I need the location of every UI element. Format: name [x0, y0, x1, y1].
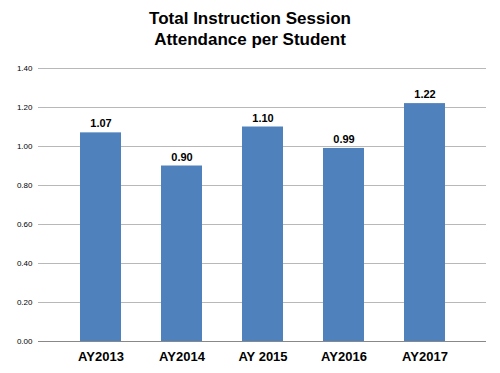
- svg-text:0.90: 0.90: [171, 151, 192, 163]
- svg-text:1.00: 1.00: [17, 142, 33, 151]
- svg-text:AY2016: AY2016: [321, 349, 367, 364]
- svg-text:0.60: 0.60: [17, 220, 33, 229]
- svg-text:0.40: 0.40: [17, 259, 33, 268]
- svg-text:0.80: 0.80: [17, 181, 33, 190]
- svg-text:AY2014: AY2014: [159, 349, 206, 364]
- html-text:Total Instruction Session Atte: Total Instruction Session Attendance per…: [149, 9, 351, 49]
- svg-text:AY 2015: AY 2015: [238, 349, 287, 364]
- svg-text:1.07: 1.07: [90, 117, 111, 129]
- svg-text:1.40: 1.40: [17, 64, 33, 73]
- svg-text:1.20: 1.20: [17, 103, 33, 112]
- svg-text:AY2013: AY2013: [78, 349, 124, 364]
- svg-text:0.99: 0.99: [333, 133, 354, 145]
- svg-text:AY2017: AY2017: [402, 349, 448, 364]
- svg-text:0.00: 0.00: [17, 337, 33, 346]
- svg-text:1.22: 1.22: [414, 88, 435, 100]
- svg-text:0.20: 0.20: [17, 298, 33, 307]
- svg-text:1.10: 1.10: [252, 112, 273, 124]
